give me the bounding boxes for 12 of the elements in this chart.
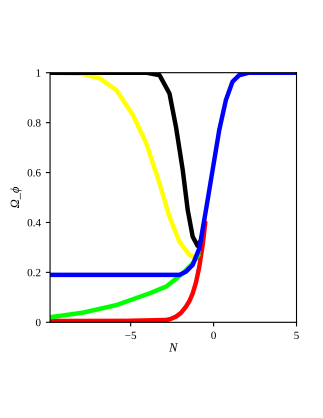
x-tick-label: 5 — [294, 332, 299, 340]
y-tick-label: 1 — [36, 69, 40, 77]
x-axis-title: N — [169, 343, 178, 352]
x-tick-label: −5 — [125, 332, 136, 340]
x-tick-label: 0 — [211, 332, 216, 340]
y-tick-label: 0.8 — [28, 119, 41, 127]
y-tick-label: 0.2 — [28, 268, 40, 276]
y-tick-label: 0.4 — [28, 218, 41, 226]
line-series — [50, 220, 208, 322]
y-tick-label: 0 — [36, 318, 41, 326]
y-axis-title: Ω_ϕ — [10, 186, 22, 208]
y-tick-label: 0.6 — [28, 169, 41, 177]
